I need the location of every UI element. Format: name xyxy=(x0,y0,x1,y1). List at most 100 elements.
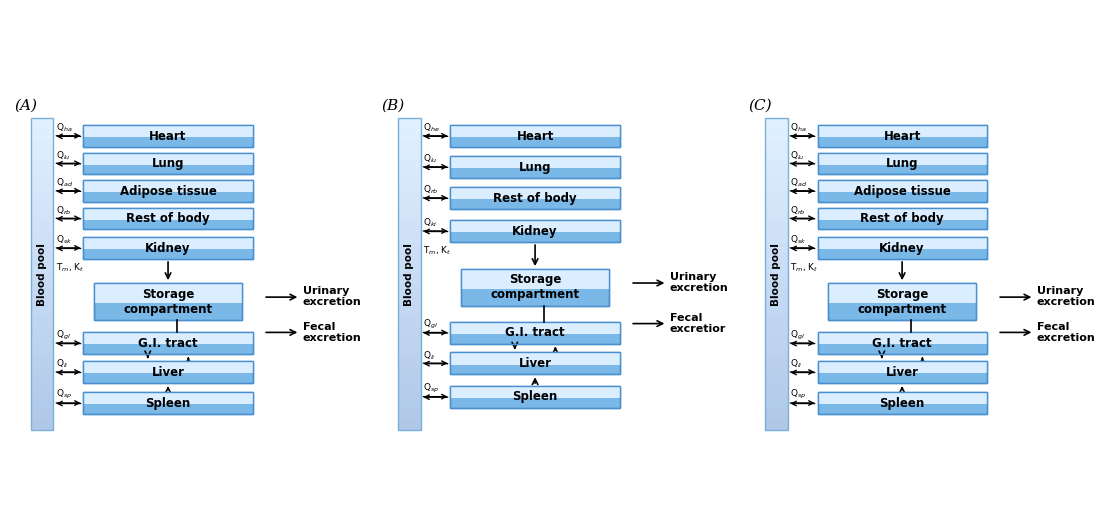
Text: Rest of body: Rest of body xyxy=(861,212,944,225)
FancyBboxPatch shape xyxy=(818,180,987,192)
Text: Heart: Heart xyxy=(883,130,921,143)
Text: Q$_{sk}$: Q$_{sk}$ xyxy=(56,234,73,247)
Bar xyxy=(30,118,54,430)
Bar xyxy=(764,170,788,180)
Bar xyxy=(30,347,54,357)
Bar xyxy=(30,378,54,388)
Bar xyxy=(764,129,788,139)
Bar xyxy=(764,264,788,274)
Text: G.I. tract: G.I. tract xyxy=(139,337,198,350)
Text: Q$_{li}$: Q$_{li}$ xyxy=(56,358,69,370)
Text: Urinary
excretion: Urinary excretion xyxy=(670,271,728,293)
Text: Q$_{sp}$: Q$_{sp}$ xyxy=(423,382,440,395)
Text: Q$_{gl}$: Q$_{gl}$ xyxy=(790,328,806,341)
Bar xyxy=(764,409,788,419)
FancyBboxPatch shape xyxy=(84,237,253,249)
Text: Q$_{ha}$: Q$_{ha}$ xyxy=(56,122,73,134)
Bar xyxy=(397,139,421,149)
Bar xyxy=(397,222,421,232)
Bar xyxy=(764,243,788,253)
Text: Q$_{gl}$: Q$_{gl}$ xyxy=(56,328,72,341)
Bar xyxy=(30,295,54,305)
Text: Lung: Lung xyxy=(519,161,552,173)
Text: Heart: Heart xyxy=(516,130,554,143)
Bar xyxy=(397,264,421,274)
Bar xyxy=(764,191,788,201)
Bar xyxy=(30,118,54,129)
Text: Liver: Liver xyxy=(151,366,185,379)
Bar xyxy=(30,201,54,212)
Bar xyxy=(764,180,788,191)
FancyBboxPatch shape xyxy=(818,153,987,174)
FancyBboxPatch shape xyxy=(818,333,987,354)
Bar xyxy=(764,160,788,170)
Bar xyxy=(397,347,421,357)
Bar xyxy=(397,170,421,180)
Text: Q$_{rb}$: Q$_{rb}$ xyxy=(790,204,806,217)
Text: Lung: Lung xyxy=(152,157,185,170)
FancyBboxPatch shape xyxy=(818,362,987,373)
Bar xyxy=(764,253,788,264)
FancyBboxPatch shape xyxy=(451,125,620,147)
Bar xyxy=(764,118,788,430)
Text: Blood pool: Blood pool xyxy=(771,242,781,306)
Bar xyxy=(764,295,788,305)
Bar xyxy=(397,399,421,409)
Bar xyxy=(397,243,421,253)
FancyBboxPatch shape xyxy=(84,180,253,202)
Bar xyxy=(397,201,421,212)
Bar xyxy=(397,409,421,419)
FancyBboxPatch shape xyxy=(451,220,620,232)
Bar xyxy=(397,419,421,430)
Text: Q$_{ad}$: Q$_{ad}$ xyxy=(56,177,74,189)
FancyBboxPatch shape xyxy=(84,125,253,147)
FancyBboxPatch shape xyxy=(84,362,253,383)
FancyBboxPatch shape xyxy=(818,392,987,404)
Bar xyxy=(764,149,788,160)
Bar xyxy=(764,212,788,222)
FancyBboxPatch shape xyxy=(84,362,253,373)
Text: Urinary
excretion: Urinary excretion xyxy=(303,286,361,307)
Bar xyxy=(397,274,421,285)
Bar xyxy=(397,253,421,264)
Text: Q$_{gl}$: Q$_{gl}$ xyxy=(423,318,439,331)
Bar xyxy=(30,212,54,222)
Bar xyxy=(764,232,788,243)
FancyBboxPatch shape xyxy=(84,237,253,259)
FancyBboxPatch shape xyxy=(451,322,620,344)
Text: Q$_{rb}$: Q$_{rb}$ xyxy=(56,204,72,217)
FancyBboxPatch shape xyxy=(818,180,987,202)
Bar xyxy=(30,316,54,326)
FancyBboxPatch shape xyxy=(818,237,987,249)
Text: Q$_{li}$: Q$_{li}$ xyxy=(790,358,803,370)
FancyBboxPatch shape xyxy=(818,208,987,229)
Text: T$_m$, K$_t$: T$_m$, K$_t$ xyxy=(790,262,819,275)
FancyBboxPatch shape xyxy=(451,353,620,365)
Bar xyxy=(764,419,788,430)
FancyBboxPatch shape xyxy=(818,362,987,383)
Bar xyxy=(764,378,788,388)
Bar xyxy=(30,419,54,430)
Text: Q$_{li}$: Q$_{li}$ xyxy=(423,349,436,362)
Bar xyxy=(30,170,54,180)
Bar xyxy=(764,285,788,295)
Text: Fecal
excretior: Fecal excretior xyxy=(670,313,726,335)
Text: Rest of body: Rest of body xyxy=(493,192,577,204)
Text: (B): (B) xyxy=(382,99,405,113)
FancyBboxPatch shape xyxy=(84,153,253,174)
Text: Q$_{sk}$: Q$_{sk}$ xyxy=(790,234,807,247)
Bar xyxy=(30,409,54,419)
Text: Q$_{sp}$: Q$_{sp}$ xyxy=(790,388,807,402)
FancyBboxPatch shape xyxy=(84,208,253,229)
Bar xyxy=(764,347,788,357)
FancyBboxPatch shape xyxy=(828,283,976,320)
Text: Fecal
excretion: Fecal excretion xyxy=(303,321,361,343)
Bar xyxy=(764,399,788,409)
Bar xyxy=(30,367,54,378)
Text: Q$_{lu}$: Q$_{lu}$ xyxy=(790,149,805,162)
FancyBboxPatch shape xyxy=(451,125,620,137)
Bar xyxy=(397,336,421,347)
Text: Heart: Heart xyxy=(149,130,187,143)
Bar xyxy=(764,305,788,316)
Bar xyxy=(397,232,421,243)
